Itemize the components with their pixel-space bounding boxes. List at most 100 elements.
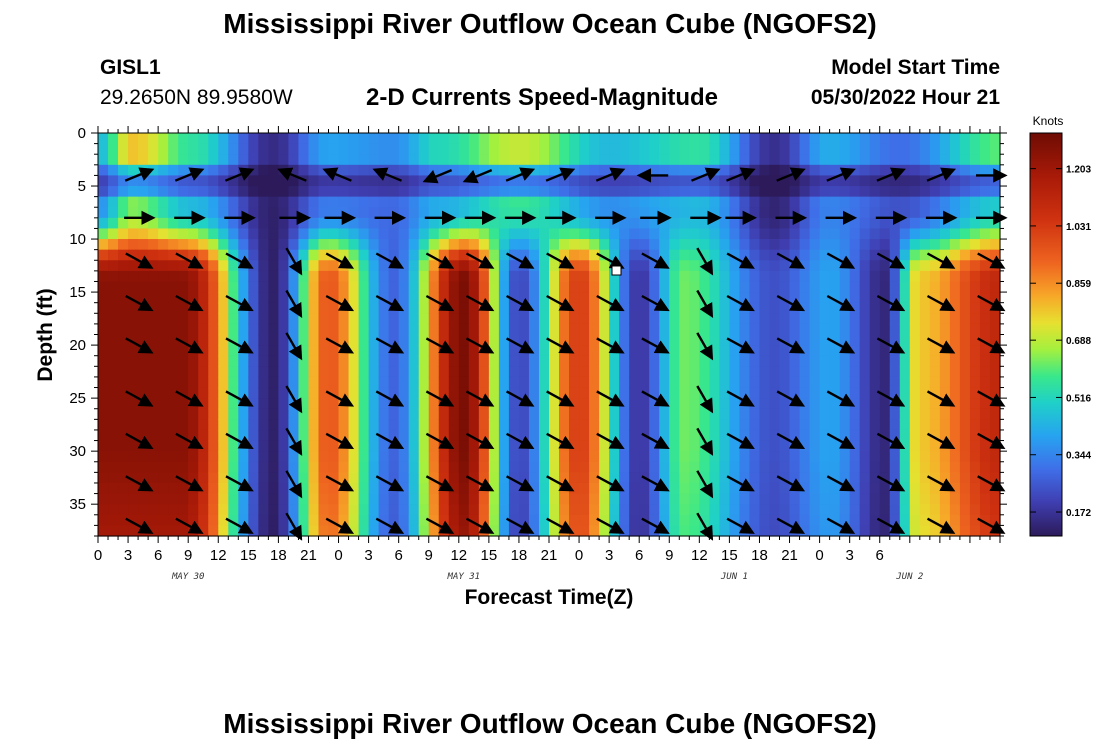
heatmap-cell — [549, 482, 560, 495]
heatmap-cell — [709, 345, 720, 357]
heatmap-cell — [709, 376, 720, 389]
heatmap-cell — [729, 313, 741, 325]
heatmap-cell — [859, 239, 871, 251]
heatmap-cell — [839, 186, 851, 198]
heatmap-cell — [869, 313, 881, 325]
heatmap-cell — [388, 239, 400, 251]
heatmap-cell — [869, 419, 881, 431]
heatmap-cell — [478, 175, 490, 187]
heatmap-cell — [769, 525, 781, 537]
heatmap-cell — [909, 154, 921, 166]
heatmap-cell — [438, 387, 450, 399]
heatmap-cell — [108, 249, 119, 261]
current-vector-arrow — [926, 517, 956, 534]
heatmap-cell — [108, 461, 119, 473]
heatmap-cell — [849, 292, 861, 304]
current-vector-arrow — [325, 432, 355, 450]
heatmap-cell — [248, 186, 259, 198]
heatmap-cell — [198, 355, 209, 367]
heatmap-cell — [168, 334, 179, 346]
heatmap-cell — [498, 281, 510, 293]
heatmap-cell — [308, 175, 320, 187]
heatmap-cell — [989, 196, 1001, 208]
heatmap-cell — [959, 164, 971, 177]
heatmap-cell — [619, 493, 630, 505]
heatmap-cell — [819, 334, 831, 346]
heatmap-cell — [649, 366, 660, 378]
heatmap-cell — [448, 376, 460, 389]
heatmap-cell — [909, 323, 921, 336]
heatmap-cell — [549, 249, 560, 261]
heatmap-cell — [899, 472, 911, 484]
heatmap-cell — [729, 323, 741, 336]
heatmap-cell — [589, 228, 600, 240]
heatmap-cell — [899, 313, 911, 325]
heatmap-cell — [258, 154, 269, 166]
current-vector-arrow — [776, 475, 806, 492]
heatmap-cell — [288, 228, 300, 240]
heatmap-cell — [428, 133, 440, 145]
heatmap-cell — [799, 313, 811, 325]
heatmap-cell — [458, 228, 470, 240]
heatmap-cell — [108, 292, 119, 304]
heatmap-cell — [869, 217, 881, 230]
heatmap-cell — [549, 154, 560, 166]
heatmap-cell — [879, 260, 891, 272]
heatmap-cell — [749, 493, 761, 505]
heatmap-cell — [799, 196, 811, 208]
current-vector-arrow — [776, 517, 806, 534]
heatmap-cell — [538, 387, 550, 399]
current-vector-arrow — [546, 294, 575, 312]
heatmap-cell — [699, 196, 710, 208]
heatmap-cell — [298, 270, 310, 283]
heatmap-cell — [589, 143, 600, 155]
heatmap-cell — [609, 387, 620, 399]
heatmap-cell — [198, 217, 209, 230]
heatmap-cell — [278, 472, 290, 484]
heatmap-cell — [538, 376, 550, 389]
heatmap-cell — [138, 504, 149, 516]
heatmap-cell — [889, 196, 901, 208]
heatmap-cell — [629, 429, 640, 442]
heatmap-cell — [508, 493, 520, 505]
current-vector-arrow — [285, 247, 303, 276]
heatmap-cell — [969, 292, 981, 304]
heatmap-cell — [538, 355, 550, 367]
heatmap-cell — [118, 429, 129, 442]
heatmap-cell — [478, 186, 490, 198]
heatmap-cell — [448, 419, 460, 431]
heatmap-cell — [899, 355, 911, 367]
heatmap-cell — [989, 186, 1001, 198]
heatmap-cell — [508, 292, 520, 304]
heatmap-cell — [108, 323, 119, 336]
heatmap-cell — [659, 164, 670, 177]
heatmap-cell — [609, 376, 620, 389]
heatmap-cell — [268, 133, 279, 145]
heatmap-cell — [929, 323, 941, 336]
heatmap-cell — [158, 408, 169, 420]
heatmap-cell — [118, 196, 129, 208]
heatmap-cell — [919, 164, 931, 177]
heatmap-cell — [408, 482, 420, 495]
heatmap-cell — [358, 228, 370, 240]
heatmap-cell — [178, 313, 189, 325]
heatmap-cell — [659, 270, 670, 283]
heatmap-cell — [859, 493, 871, 505]
heatmap-cell — [438, 461, 450, 473]
heatmap-cell — [679, 323, 690, 336]
heatmap-cell — [799, 408, 811, 420]
heatmap-cell — [528, 133, 540, 145]
heatmap-cell — [599, 493, 610, 505]
heatmap-cell — [188, 175, 199, 187]
heatmap-cell — [589, 419, 600, 431]
heatmap-cell — [528, 334, 540, 346]
heatmap-cell — [899, 376, 911, 389]
heatmap-cell — [528, 175, 540, 187]
heatmap-cell — [208, 493, 219, 505]
heatmap-cell — [258, 451, 269, 463]
heatmap-cell — [599, 302, 610, 314]
heatmap-cell — [609, 196, 620, 208]
heatmap-cell — [348, 429, 360, 442]
heatmap-cell — [198, 196, 209, 208]
heatmap-cell — [759, 175, 771, 187]
